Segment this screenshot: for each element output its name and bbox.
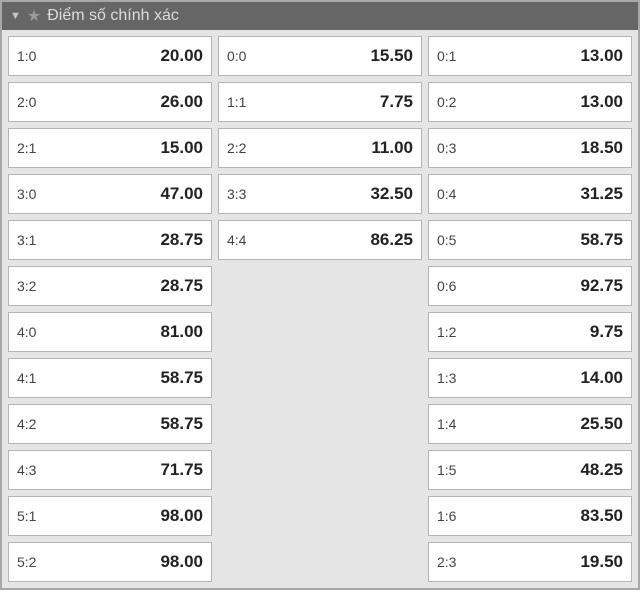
odds-cell[interactable]: 1:6 83.50 (428, 496, 632, 536)
score-label: 4:1 (17, 370, 36, 386)
score-label: 4:0 (17, 324, 36, 340)
odds-column: 0:1 13.00 0:2 13.00 0:3 18.50 0:4 31.25 0:5 58.75… (428, 36, 632, 582)
odds-value: 48.25 (580, 460, 623, 480)
odds-value: 15.00 (160, 138, 203, 158)
odds-cell[interactable]: 5:1 98.00 (8, 496, 212, 536)
score-label: 2:0 (17, 94, 36, 110)
panel-title: Điểm số chính xác (47, 7, 179, 25)
score-label: 5:2 (17, 554, 36, 570)
score-label: 0:1 (437, 48, 456, 64)
score-label: 3:1 (17, 232, 36, 248)
odds-column: 1:0 20.00 2:0 26.00 2:1 15.00 3:0 47.00 3:1 28.75… (8, 36, 212, 582)
odds-value: 28.75 (160, 230, 203, 250)
odds-value: 20.00 (160, 46, 203, 66)
odds-value: 13.00 (580, 92, 623, 112)
odds-cell[interactable]: 2:3 19.50 (428, 542, 632, 582)
score-label: 1:4 (437, 416, 456, 432)
odds-cell[interactable]: 1:2 9.75 (428, 312, 632, 352)
score-label: 3:3 (227, 186, 246, 202)
odds-value: 19.50 (580, 552, 623, 572)
score-label: 1:0 (17, 48, 36, 64)
odds-value: 71.75 (160, 460, 203, 480)
score-label: 0:4 (437, 186, 456, 202)
odds-value: 92.75 (580, 276, 623, 296)
odds-value: 58.75 (160, 368, 203, 388)
odds-cell[interactable]: 2:0 26.00 (8, 82, 212, 122)
score-label: 5:1 (17, 508, 36, 524)
odds-value: 32.50 (370, 184, 413, 204)
odds-cell[interactable]: 1:5 48.25 (428, 450, 632, 490)
score-label: 3:2 (17, 278, 36, 294)
odds-cell[interactable]: 4:3 71.75 (8, 450, 212, 490)
score-label: 4:3 (17, 462, 36, 478)
odds-cell[interactable]: 2:2 11.00 (218, 128, 422, 168)
odds-value: 28.75 (160, 276, 203, 296)
score-label: 0:6 (437, 278, 456, 294)
odds-cell[interactable]: 2:1 15.00 (8, 128, 212, 168)
odds-value: 26.00 (160, 92, 203, 112)
odds-cell[interactable]: 1:0 20.00 (8, 36, 212, 76)
star-icon: ★ (27, 6, 41, 26)
odds-value: 81.00 (160, 322, 203, 342)
odds-cell[interactable]: 0:2 13.00 (428, 82, 632, 122)
score-label: 3:0 (17, 186, 36, 202)
odds-cell[interactable]: 1:3 14.00 (428, 358, 632, 398)
score-label: 2:3 (437, 554, 456, 570)
odds-cell[interactable]: 4:4 86.25 (218, 220, 422, 260)
odds-value: 7.75 (380, 92, 413, 112)
score-label: 1:1 (227, 94, 246, 110)
correct-score-panel: ▼ ★ Điểm số chính xác 1:020.002:026.002:… (0, 0, 640, 590)
panel-header[interactable]: ▼ ★ Điểm số chính xác (2, 2, 638, 30)
odds-value: 98.00 (160, 506, 203, 526)
odds-column: 0:0 15.50 1:1 7.75 2:2 11.00 3:3 32.50 4:4 86.25 (218, 36, 422, 582)
odds-cell[interactable]: 0:0 15.50 (218, 36, 422, 76)
score-label: 4:2 (17, 416, 36, 432)
odds-value: 58.75 (160, 414, 203, 434)
odds-value: 83.50 (580, 506, 623, 526)
odds-value: 47.00 (160, 184, 203, 204)
score-label: 2:2 (227, 140, 246, 156)
odds-value: 15.50 (370, 46, 413, 66)
odds-cell[interactable]: 4:2 58.75 (8, 404, 212, 444)
odds-cell[interactable]: 1:4 25.50 (428, 404, 632, 444)
odds-cell[interactable]: 4:0 81.00 (8, 312, 212, 352)
odds-value: 31.25 (580, 184, 623, 204)
score-label: 0:0 (227, 48, 246, 64)
score-label: 0:5 (437, 232, 456, 248)
score-label: 1:5 (437, 462, 456, 478)
odds-value: 25.50 (580, 414, 623, 434)
odds-value: 13.00 (580, 46, 623, 66)
odds-cell[interactable]: 3:1 28.75 (8, 220, 212, 260)
odds-cell[interactable]: 3:3 32.50 (218, 174, 422, 214)
odds-value: 98.00 (160, 552, 203, 572)
odds-cell[interactable]: 0:3 18.50 (428, 128, 632, 168)
score-label: 2:1 (17, 140, 36, 156)
score-label: 1:6 (437, 508, 456, 524)
odds-value: 14.00 (580, 368, 623, 388)
odds-value: 58.75 (580, 230, 623, 250)
score-label: 0:3 (437, 140, 456, 156)
odds-cell[interactable]: 0:1 13.00 (428, 36, 632, 76)
odds-cell[interactable]: 3:0 47.00 (8, 174, 212, 214)
odds-grid: 1:0 20.00 2:0 26.00 2:1 15.00 3:0 47.00 3:1 28.75… (2, 30, 638, 588)
score-label: 0:2 (437, 94, 456, 110)
odds-cell[interactable]: 1:1 7.75 (218, 82, 422, 122)
collapse-icon: ▼ (10, 10, 21, 22)
score-label: 1:2 (437, 324, 456, 340)
odds-value: 11.00 (371, 138, 413, 158)
score-label: 4:4 (227, 232, 246, 248)
odds-cell[interactable]: 4:1 58.75 (8, 358, 212, 398)
odds-value: 86.25 (370, 230, 413, 250)
odds-cell[interactable]: 3:2 28.75 (8, 266, 212, 306)
odds-cell[interactable]: 0:6 92.75 (428, 266, 632, 306)
odds-cell[interactable]: 0:5 58.75 (428, 220, 632, 260)
score-label: 1:3 (437, 370, 456, 386)
odds-value: 18.50 (580, 138, 623, 158)
odds-cell[interactable]: 5:2 98.00 (8, 542, 212, 582)
odds-cell[interactable]: 0:4 31.25 (428, 174, 632, 214)
odds-value: 9.75 (590, 322, 623, 342)
